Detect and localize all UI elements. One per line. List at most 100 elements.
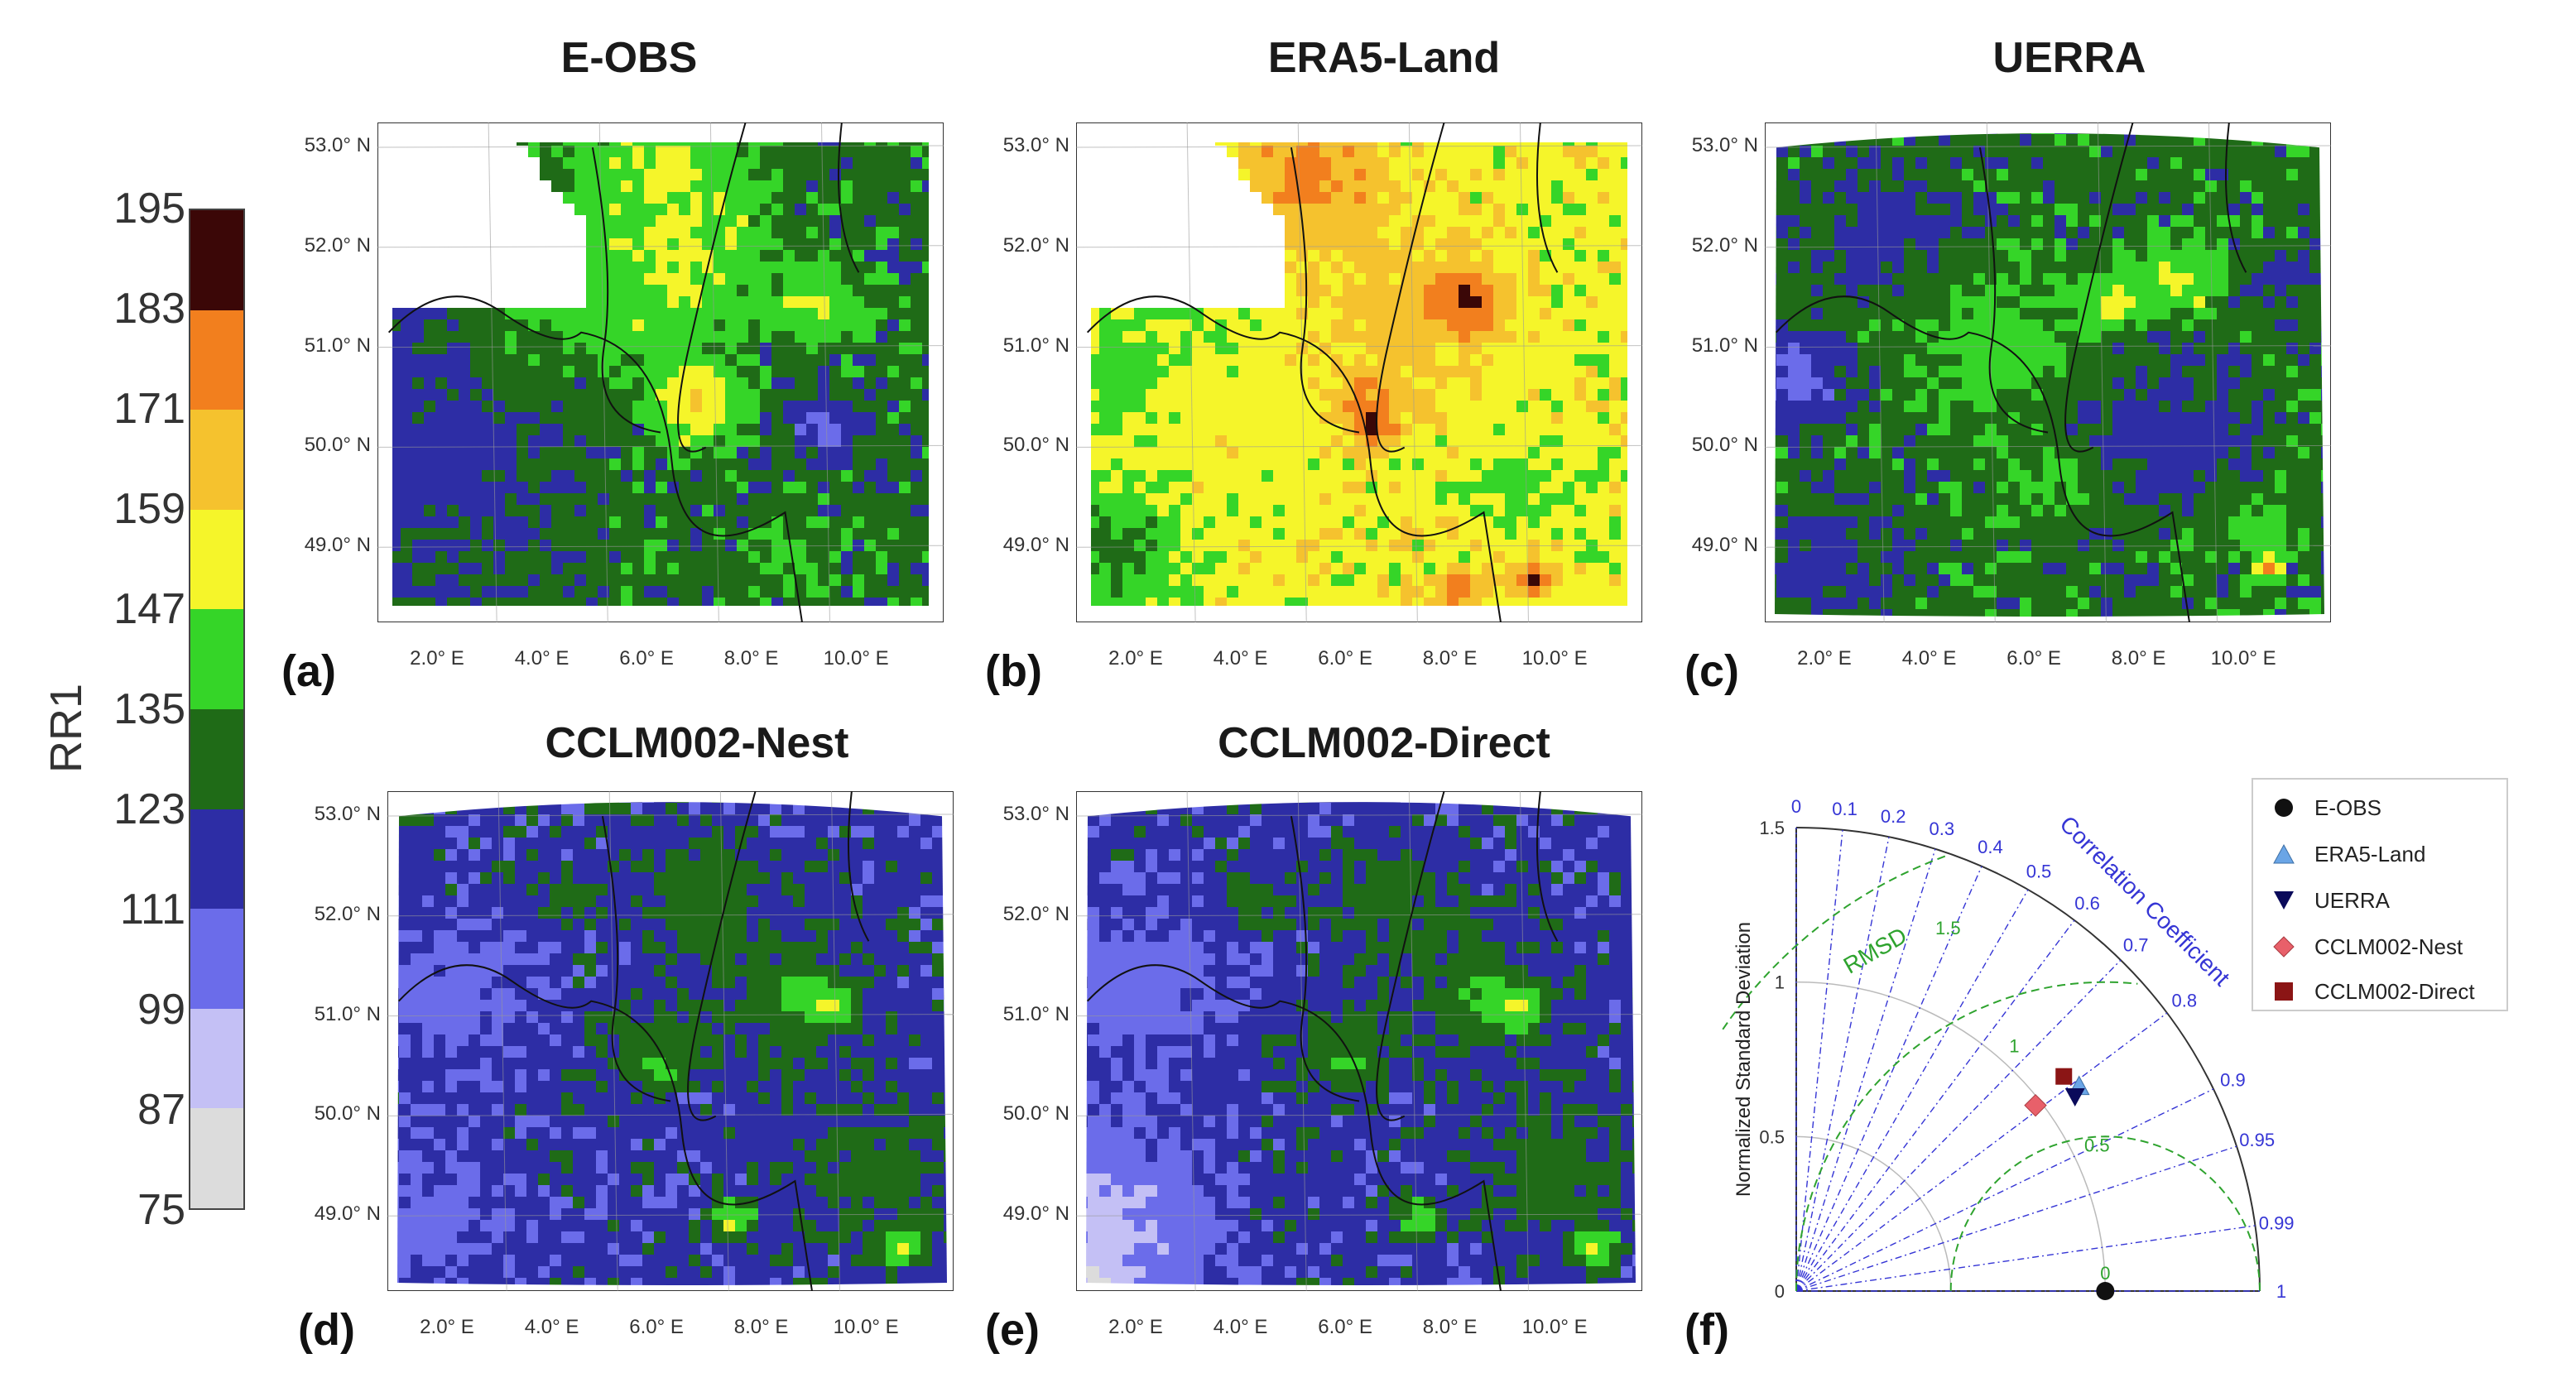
legend-marker-square: [2271, 979, 2296, 1004]
colorbar-tick-label: 195: [113, 185, 185, 233]
map-panel-c: [1765, 122, 2331, 622]
lat-label: 49.0° N: [1691, 534, 1758, 557]
lon-label: 10.0° E: [823, 647, 889, 670]
legend-label: CCLM002-Nest: [2314, 934, 2463, 959]
corr-tick-label: 0.5: [2026, 862, 2052, 882]
panel-label-e: (e): [985, 1305, 1040, 1355]
map-panel-e: [1076, 791, 1642, 1291]
lon-label: 2.0° E: [1108, 647, 1163, 670]
colorbar-tick-label: 147: [113, 585, 185, 633]
rmsd-tick-label: 0.5: [2084, 1135, 2110, 1156]
lon-label: 4.0° E: [514, 647, 570, 670]
corr-tick-label: 0.2: [1881, 806, 1906, 827]
lon-label: 6.0° E: [2006, 647, 2061, 670]
panel-label-c: (c): [1684, 646, 1739, 696]
legend-item-cclm-direct: CCLM002-Direct: [2271, 975, 2475, 1008]
map-a: [377, 122, 944, 622]
lon-label: 10.0° E: [1521, 1316, 1588, 1338]
lat-label: 53.0° N: [314, 803, 381, 825]
panel-label-b: (b): [985, 646, 1042, 696]
point-uerra: [2064, 1087, 2085, 1106]
rmsd-arc: [1722, 854, 1948, 1033]
corr-tick-label: 0.9: [2220, 1070, 2246, 1091]
legend-item-era5: ERA5-Land: [2271, 838, 2425, 871]
lat-label: 52.0° N: [1691, 233, 1758, 257]
rmsd-tick-label: 1: [2009, 1035, 2019, 1056]
legend-marker-triangle-down: [2271, 888, 2296, 913]
colorbar-tick-label: 111: [119, 886, 185, 934]
lon-label: 2.0° E: [420, 1316, 474, 1338]
panel-label-d: (d): [298, 1305, 355, 1355]
corr-line: [1795, 1225, 2256, 1292]
std-tick-label: 1.5: [1759, 818, 1785, 838]
lon-label: 10.0° E: [1521, 647, 1588, 670]
corr-tick-label: 0.99: [2259, 1212, 2295, 1233]
lat-label: 49.0° N: [1002, 534, 1069, 557]
colorbar-tick-label: 159: [113, 485, 185, 533]
legend-label: ERA5-Land: [2314, 841, 2426, 866]
std-arc: [1795, 827, 2261, 1292]
map-title-d: CCLM002-Nest: [545, 719, 849, 767]
std-arc: [1795, 981, 2107, 1292]
map-title-b: ERA5-Land: [1267, 34, 1501, 82]
point-cclm002-direct: [2055, 1068, 2073, 1085]
rmsd-arc: [1795, 981, 2138, 1292]
point-cclm002-nest: [2024, 1093, 2047, 1117]
map-b: [1076, 122, 1642, 622]
lat-label: 53.0° N: [1691, 134, 1758, 156]
colorbar-tick-label: 123: [113, 785, 185, 833]
corr-line: [1795, 1012, 2168, 1292]
taylor-rmsd-title: RMSD: [1839, 923, 1911, 979]
colorbar-segment: [190, 509, 243, 610]
lon-label: 6.0° E: [1318, 647, 1372, 670]
map-d: [387, 791, 954, 1291]
map-panel-d: [387, 791, 954, 1291]
lat-label: 50.0° N: [1691, 434, 1758, 457]
legend-item-eobs: E-OBS: [2271, 791, 2381, 824]
colorbar-tick-label: 75: [137, 1186, 185, 1234]
colorbar-segment: [190, 1108, 243, 1208]
corr-line: [1795, 889, 2029, 1292]
lat-label: 50.0° N: [1002, 1102, 1069, 1126]
rmsd-tick-label: 1.5: [1935, 918, 1961, 938]
legend-marker-triangle-up: [2271, 842, 2296, 866]
colorbar-tick-label: 183: [113, 285, 185, 333]
lon-label: 4.0° E: [1213, 1316, 1268, 1338]
legend-label: UERRA: [2314, 887, 2391, 913]
lon-label: 2.0° E: [1108, 1316, 1163, 1338]
colorbar-tick-label: 171: [113, 385, 185, 433]
corr-line: [1795, 919, 2075, 1292]
lon-label: 8.0° E: [2111, 647, 2166, 670]
colorbar-segment: [190, 410, 243, 510]
lon-label: 4.0° E: [524, 1316, 579, 1338]
map-title-c: UERRA: [1992, 34, 2146, 82]
colorbar-segment: [190, 809, 243, 910]
lon-label: 8.0° E: [1422, 1316, 1478, 1338]
lon-label: 2.0° E: [1797, 647, 1852, 670]
colorbar-tick-label: 135: [113, 685, 185, 733]
lat-label: 50.0° N: [304, 434, 371, 457]
corr-line: [1795, 829, 1843, 1292]
lon-label: 2.0° E: [410, 647, 464, 670]
corr-tick-label: 0.7: [2123, 935, 2149, 956]
lat-label: 51.0° N: [1691, 334, 1758, 357]
legend-marker-circle: [2271, 795, 2296, 820]
lat-label: 52.0° N: [304, 233, 371, 257]
lat-label: 51.0° N: [1002, 1002, 1069, 1025]
lat-label: 53.0° N: [304, 134, 371, 156]
colorbar-segment: [190, 609, 243, 710]
lon-label: 10.0° E: [833, 1316, 899, 1338]
colorbar-segment: [190, 1008, 243, 1109]
lat-label: 49.0° N: [304, 534, 371, 557]
taylor-legend: E-OBS ERA5-Land UERRA CCLM002-Nest CCLM0…: [2252, 778, 2508, 1011]
lon-label: 8.0° E: [733, 1316, 789, 1338]
corr-line: [1795, 1145, 2237, 1292]
legend-label: CCLM002-Direct: [2314, 978, 2475, 1004]
lon-label: 6.0° E: [629, 1316, 684, 1338]
lat-label: 51.0° N: [314, 1002, 381, 1025]
map-title-e: CCLM002-Direct: [1218, 719, 1550, 767]
corr-tick-label: 0.95: [2239, 1130, 2275, 1150]
lat-label: 50.0° N: [314, 1102, 381, 1126]
corr-tick-label: 0.4: [1978, 837, 2003, 857]
lat-label: 49.0° N: [314, 1202, 381, 1226]
